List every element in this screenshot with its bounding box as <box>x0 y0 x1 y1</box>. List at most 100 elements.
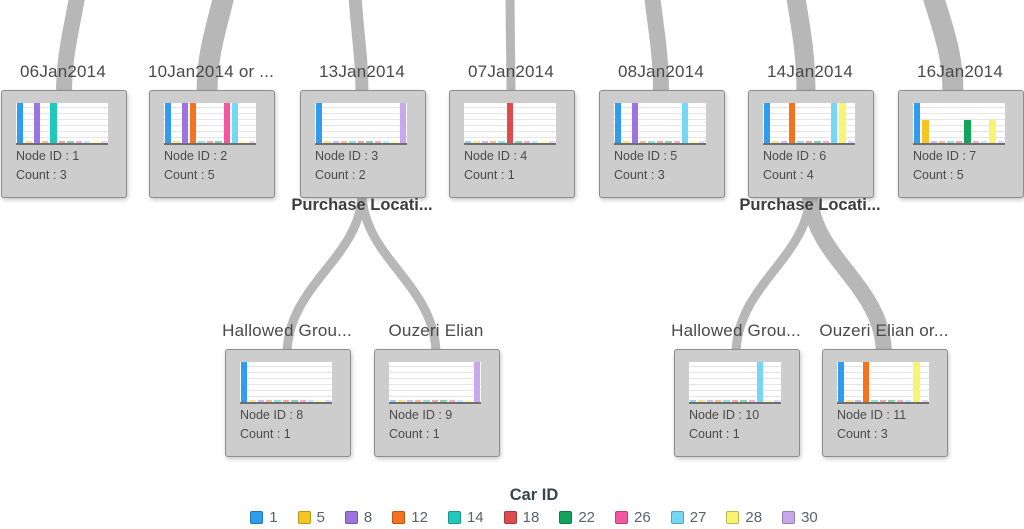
baseline-tick-car-30 <box>921 400 928 402</box>
bar-slot-car-27 <box>307 362 315 402</box>
legend-item-car-12[interactable]: 12 <box>392 509 428 526</box>
legend-item-car-5[interactable]: 5 <box>297 509 325 526</box>
bar-slot-car-22 <box>439 362 447 402</box>
tree-node-6[interactable]: Node ID : 6 Count : 4 <box>748 90 874 198</box>
baseline-tick-car-8 <box>481 141 489 143</box>
baseline-tick-car-18 <box>282 400 290 402</box>
bar-slot-car-5 <box>172 103 180 143</box>
bar-slot-car-27 <box>382 103 390 143</box>
tree-node-3[interactable]: Node ID : 3 Count : 2 <box>300 90 426 198</box>
bar-slot-car-26 <box>896 362 904 402</box>
node-bar-chart <box>315 103 407 145</box>
baseline-tick-car-26 <box>374 141 381 143</box>
bar-slot-car-12 <box>714 362 722 402</box>
node-id-text: Node ID : 2 <box>164 149 228 163</box>
tree-node-1[interactable]: Node ID : 1 Count : 3 <box>1 90 127 198</box>
tree-node-5[interactable]: Node ID : 5 Count : 3 <box>599 90 725 198</box>
bar-slot-car-30 <box>473 362 481 402</box>
node-title-3: 13Jan2014 <box>319 62 405 81</box>
legend-item-car-22[interactable]: 22 <box>559 509 595 526</box>
legend-item-car-18[interactable]: 18 <box>503 509 540 526</box>
legend-label: 8 <box>363 509 373 526</box>
bar-car-1 <box>615 103 622 143</box>
legend-item-car-28[interactable]: 28 <box>726 509 762 526</box>
node-id-text: Node ID : 8 <box>240 408 304 422</box>
baseline-tick-car-14 <box>198 141 205 143</box>
legend-item-car-26[interactable]: 26 <box>615 509 651 526</box>
node-count-text: Count : 3 <box>837 427 888 441</box>
bar-slot-car-22 <box>739 362 747 402</box>
baseline-tick-car-28 <box>540 141 547 143</box>
bar-slot-car-22 <box>514 103 522 143</box>
node-count-text: Count : 4 <box>763 168 814 182</box>
tree-node-2[interactable]: Node ID : 2 Count : 5 <box>149 90 275 198</box>
node-bar-chart <box>164 103 256 145</box>
baseline-tick-car-14 <box>947 141 954 143</box>
node-title-4: 07Jan2014 <box>468 62 554 81</box>
baseline-tick-car-22 <box>814 141 821 143</box>
baseline-tick-car-5 <box>473 141 480 143</box>
baseline-tick-car-5 <box>173 141 180 143</box>
baseline-tick-car-27 <box>83 141 91 143</box>
node-title-7: 16Jan2014 <box>917 62 1003 81</box>
bar-slot-car-30 <box>100 103 108 143</box>
bar-slot-car-8 <box>33 103 41 143</box>
bar-slot-car-5 <box>24 103 32 143</box>
bar-slot-car-18 <box>731 362 739 402</box>
bar-slot-car-5 <box>921 103 929 143</box>
baseline-tick-car-14 <box>648 141 655 143</box>
bar-slot-car-22 <box>214 103 222 143</box>
legend-item-car-27[interactable]: 27 <box>670 509 706 526</box>
legend-label: 18 <box>522 509 540 526</box>
node-count-text: Count : 1 <box>389 427 440 441</box>
legend-title: Car ID <box>509 486 559 504</box>
bar-slot-car-28 <box>91 103 99 143</box>
baseline-tick-car-5 <box>623 141 630 143</box>
legend-item-car-8[interactable]: 8 <box>344 509 373 526</box>
bar-slot-car-30 <box>548 103 556 143</box>
bar-slot-car-27 <box>456 362 464 402</box>
tree-node-8[interactable]: Node ID : 8 Count : 1 <box>225 349 351 457</box>
baseline-tick-car-26 <box>972 141 979 143</box>
bar-car-27 <box>681 103 689 143</box>
bar-car-1 <box>838 362 845 402</box>
baseline-tick-car-14 <box>797 141 804 143</box>
tree-node-4[interactable]: Node ID : 4 Count : 1 <box>449 90 575 198</box>
node-bar-chart <box>763 103 855 145</box>
baseline-tick-car-22 <box>440 400 447 402</box>
baseline-tick-car-14 <box>349 141 356 143</box>
baseline-tick-car-12 <box>415 400 422 402</box>
node-title-2: 10Jan2014 or ... <box>147 62 275 81</box>
node-title-6: 14Jan2014 <box>767 62 853 81</box>
baseline-tick-car-22 <box>366 141 373 143</box>
bar-car-1 <box>165 103 172 143</box>
baseline-tick-car-22 <box>215 141 222 143</box>
legend-item-car-30[interactable]: 30 <box>782 509 818 526</box>
baseline-tick-car-12 <box>42 141 49 143</box>
bar-slot-car-12 <box>489 103 497 143</box>
bar-slot-car-12 <box>639 103 647 143</box>
baseline-tick-car-27 <box>307 400 315 402</box>
tree-node-11[interactable]: Node ID : 11 Count : 3 <box>822 349 948 457</box>
bar-slot-car-12 <box>41 103 49 143</box>
bar-slot-car-5 <box>622 103 630 143</box>
bar-slot-car-22 <box>365 103 373 143</box>
baseline-tick-car-5 <box>846 400 853 402</box>
legend-label: 22 <box>578 509 596 526</box>
node-count-text: Count : 1 <box>464 168 515 182</box>
baseline-tick-car-8 <box>780 141 788 143</box>
node-id-text: Node ID : 10 <box>689 408 760 422</box>
tree-node-7[interactable]: Node ID : 7 Count : 5 <box>898 90 1024 198</box>
baseline-tick-car-30 <box>324 400 331 402</box>
legend-item-car-1[interactable]: 1 <box>250 509 278 526</box>
tree-node-10[interactable]: Node ID : 10 Count : 1 <box>674 349 800 457</box>
bar-slot-car-22 <box>887 362 895 402</box>
bar-slot-car-27 <box>830 103 838 143</box>
bar-slot-car-27 <box>681 103 689 143</box>
bar-slot-car-28 <box>689 103 697 143</box>
branch-label-purchase-location-1: Purchase Locati... <box>291 196 433 214</box>
bar-slot-car-12 <box>340 103 348 143</box>
tree-node-9[interactable]: Node ID : 9 Count : 1 <box>374 349 500 457</box>
legend-item-car-14[interactable]: 14 <box>447 509 484 526</box>
